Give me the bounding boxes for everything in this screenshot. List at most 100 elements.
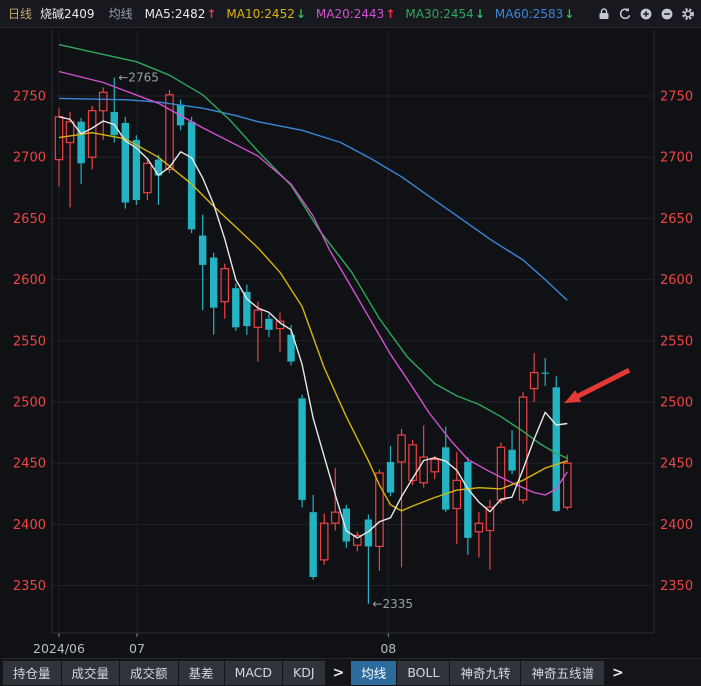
candle <box>552 376 560 513</box>
red-arrow-head <box>564 390 582 404</box>
y-tick-label: 2550 <box>660 334 693 349</box>
ma-readout-value: MA5:2482 <box>144 6 206 21</box>
candle <box>518 392 528 504</box>
ma60-line <box>58 97 568 301</box>
trend-up-icon: ↑ <box>206 6 217 21</box>
candle <box>243 284 251 335</box>
ma-readout-1: MA10:2452 ↓ <box>226 7 305 21</box>
y-tick-label: 2550 <box>13 334 46 349</box>
y-tick-label: 2450 <box>13 457 46 472</box>
indicator-tabs-left: 持仓量 成交量 成交额 基差 MACD KDJ <box>3 660 326 685</box>
more-left-arrow-icon[interactable]: > <box>332 664 345 681</box>
y-tick-label: 2500 <box>13 396 46 411</box>
annotations-layer: ←2765 ←2335 <box>118 71 631 611</box>
candle <box>330 468 340 531</box>
tab-KDJ[interactable]: KDJ <box>283 660 325 685</box>
undo-icon[interactable] <box>618 7 632 21</box>
ma-readout-value: MA20:2443 <box>315 6 385 21</box>
indicator-tabbar: 持仓量 成交量 成交额 基差 MACD KDJ > 均线 BOLL 神奇九转 神奇五线谱 > <box>0 658 701 686</box>
candle <box>342 504 350 548</box>
trend-down-icon: ↓ <box>295 6 306 21</box>
x-tick-label: 07 <box>129 641 145 656</box>
zoom-in-icon[interactable] <box>639 7 653 21</box>
candle <box>541 357 549 387</box>
toolbar-icons <box>597 7 695 21</box>
candle <box>210 252 218 335</box>
candle <box>265 313 273 338</box>
x-axis-layer: 2024/06 07 08 <box>33 30 396 656</box>
tab-神奇九转[interactable]: 神奇九转 <box>450 660 521 685</box>
y-tick-label: 2700 <box>660 151 693 166</box>
candle <box>474 512 484 558</box>
ma-readout-0: MA5:2482 ↑ <box>145 7 217 21</box>
candle <box>562 454 572 510</box>
trend-down-icon: ↓ <box>474 6 485 21</box>
candle <box>220 263 230 319</box>
y-tick-label: 2600 <box>13 273 46 288</box>
tab-均线[interactable]: 均线 <box>351 660 397 685</box>
period-selector[interactable]: 日线 <box>8 7 33 21</box>
ma-readout-value: MA10:2452 <box>226 6 295 21</box>
candle <box>253 301 263 362</box>
candle <box>298 394 306 508</box>
price-annotation: ←2765 <box>118 71 159 85</box>
tab-神奇五线谱[interactable]: 神奇五线谱 <box>521 660 604 685</box>
candle <box>309 495 317 580</box>
ma-readout-2: MA20:2443 ↑ <box>316 7 395 21</box>
candle <box>485 499 495 570</box>
tab-成交量[interactable]: 成交量 <box>61 660 120 685</box>
red-arrow-annotation <box>574 367 631 400</box>
more-right-arrow-icon[interactable]: > <box>611 664 624 681</box>
x-tick-label: 2024/06 <box>33 641 85 656</box>
y-tick-label: 2750 <box>660 90 693 105</box>
candle <box>132 135 141 205</box>
candle <box>187 116 196 234</box>
settings-icon[interactable] <box>681 7 695 21</box>
candle <box>386 446 395 497</box>
overlay-indicator-label: 均线 <box>108 7 133 21</box>
price-annotation: ←2335 <box>372 597 413 611</box>
trend-down-icon: ↓ <box>564 6 575 21</box>
y-axis-right-labels: 2750 2700 2650 2600 2550 2500 2450 2400 2350 <box>660 90 693 595</box>
candle <box>275 312 285 352</box>
tab-基差[interactable]: 基差 <box>178 660 224 685</box>
y-tick-label: 2650 <box>660 212 693 227</box>
ma10-line <box>58 131 568 512</box>
symbol-name: 烧碱2409 <box>40 7 95 21</box>
x-tick-label: 08 <box>380 641 396 656</box>
candle <box>529 353 539 402</box>
y-tick-label: 2700 <box>13 151 46 166</box>
y-tick-label: 2400 <box>13 518 46 533</box>
tab-持仓量[interactable]: 持仓量 <box>3 660 61 685</box>
y-tick-label: 2400 <box>660 518 693 533</box>
ma-readout-4: MA60:2583 ↓ <box>495 7 574 21</box>
tab-BOLL[interactable]: BOLL <box>397 660 450 685</box>
candles-layer <box>54 77 572 604</box>
y-tick-label: 2450 <box>660 457 693 472</box>
indicator-tabs-right: 均线 BOLL 神奇九转 神奇五线谱 <box>351 660 605 685</box>
candle <box>353 531 362 552</box>
candle <box>375 469 384 571</box>
plot-border <box>51 30 655 634</box>
y-tick-label: 2500 <box>660 396 693 411</box>
chart-header: 日线 烧碱2409 均线 MA5:2482 ↑ MA10:2452 ↓ MA20:244… <box>0 0 701 28</box>
y-tick-label: 2750 <box>13 90 46 105</box>
grid-layer <box>52 95 654 587</box>
y-tick-label: 2650 <box>13 212 46 227</box>
trend-up-icon: ↑ <box>385 6 396 21</box>
candle <box>121 116 129 209</box>
candle <box>419 425 428 488</box>
ma-readout-3: MA30:2454 ↓ <box>405 7 484 21</box>
zoom-out-icon[interactable] <box>660 7 674 21</box>
ma-readouts: MA5:2482 ↑ MA10:2452 ↓ MA20:2443 ↑ MA30:2454 ↓ M… <box>145 7 575 21</box>
candle <box>508 430 516 475</box>
tab-成交额[interactable]: 成交额 <box>120 660 178 685</box>
tab-MACD[interactable]: MACD <box>224 660 283 685</box>
ma-readout-value: MA60:2583 <box>494 6 564 21</box>
lock-icon[interactable] <box>597 7 611 21</box>
y-axis-left-labels: 2750 2700 2650 2600 2550 2500 2450 2400 2350 <box>13 90 46 595</box>
candle <box>143 159 152 201</box>
